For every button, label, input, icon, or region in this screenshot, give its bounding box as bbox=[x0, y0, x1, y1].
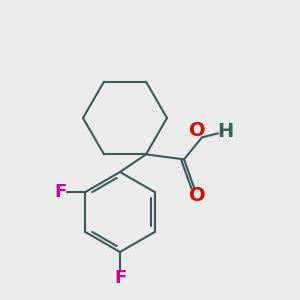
Text: F: F bbox=[114, 269, 126, 287]
Text: O: O bbox=[189, 121, 205, 140]
Text: O: O bbox=[189, 186, 205, 205]
Text: H: H bbox=[217, 122, 233, 141]
Text: F: F bbox=[54, 183, 67, 201]
